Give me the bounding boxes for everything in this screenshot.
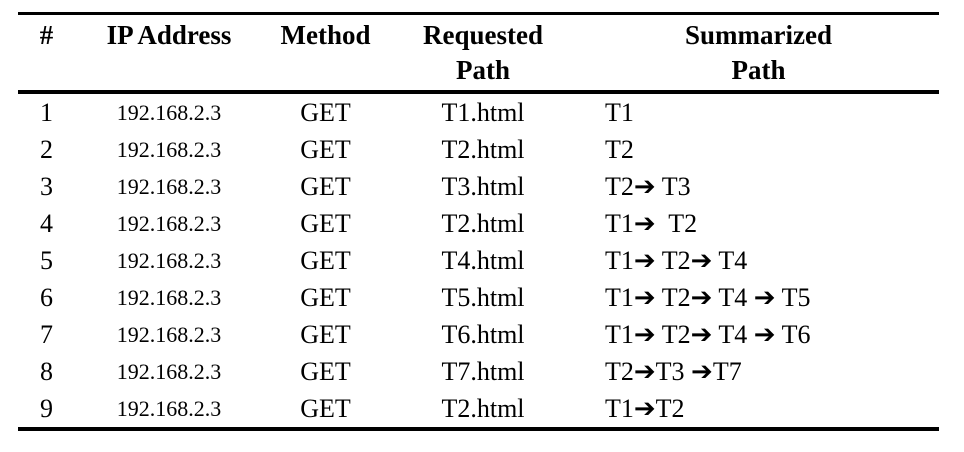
cell-row-number: 5 <box>40 246 53 275</box>
cell-method: GET <box>300 209 351 238</box>
cell-ip-address: 192.168.2.3 <box>116 396 222 421</box>
cell-ip-address: 192.168.2.3 <box>116 137 222 162</box>
cell-method: GET <box>300 357 351 386</box>
cell-ip-address: 192.168.2.3 <box>116 322 222 347</box>
header-label-summarized-path: Summarized Path <box>685 20 832 85</box>
cell-summarized-path: T1➔ T2➔ T4 ➔ T6 <box>605 320 811 349</box>
cell-requested-path: T5.html <box>441 283 525 312</box>
cell-summarized-path: T2 <box>605 135 634 164</box>
table-header-row: # IP Address Method Requested Path Summa… <box>18 13 939 94</box>
cell-requested-path: T6.html <box>441 320 525 349</box>
cell-ip-address: 192.168.2.3 <box>116 211 222 236</box>
cell-summarized-path: T1 <box>605 98 634 127</box>
cell-method: GET <box>300 394 351 423</box>
cell-ip-address: 192.168.2.3 <box>116 174 222 199</box>
table-row: 7 192.168.2.3 GET T6.html T1➔ T2➔ T4 ➔ T… <box>18 316 939 353</box>
cell-ip-address: 192.168.2.3 <box>116 359 222 384</box>
cell-row-number: 2 <box>40 135 53 164</box>
cell-requested-path: T3.html <box>441 172 525 201</box>
header-cell-number: # <box>18 13 75 94</box>
cell-requested-path: T2.html <box>441 394 525 423</box>
cell-method: GET <box>300 135 351 164</box>
cell-method: GET <box>300 172 351 201</box>
cell-ip-address: 192.168.2.3 <box>116 285 222 310</box>
cell-summarized-path: T1➔ T2➔ T4 ➔ T5 <box>605 283 811 312</box>
cell-requested-path: T4.html <box>441 246 525 275</box>
table-row: 9 192.168.2.3 GET T2.html T1➔T2 <box>18 390 939 429</box>
cell-row-number: 3 <box>40 172 53 201</box>
cell-summarized-path: T2➔ T3 <box>605 172 691 201</box>
cell-method: GET <box>300 98 351 127</box>
table-row: 4 192.168.2.3 GET T2.html T1➔ T2 <box>18 205 939 242</box>
cell-summarized-path: T1➔ T2 <box>605 209 698 238</box>
table-row: 8 192.168.2.3 GET T7.html T2➔T3 ➔T7 <box>18 353 939 390</box>
cell-row-number: 6 <box>40 283 53 312</box>
table-row: 3 192.168.2.3 GET T3.html T2➔ T3 <box>18 168 939 205</box>
table-row: 2 192.168.2.3 GET T2.html T2 <box>18 131 939 168</box>
header-label-ip-address: IP Address <box>106 20 232 50</box>
access-log-table: # IP Address Method Requested Path Summa… <box>18 12 939 431</box>
cell-requested-path: T1.html <box>441 98 525 127</box>
header-cell-requested-path: Requested Path <box>388 13 578 94</box>
table-row: 5 192.168.2.3 GET T4.html T1➔ T2➔ T4 <box>18 242 939 279</box>
cell-row-number: 7 <box>40 320 53 349</box>
cell-requested-path: T2.html <box>441 135 525 164</box>
header-cell-summarized-path: Summarized Path <box>578 13 939 94</box>
cell-summarized-path: T1➔ T2➔ T4 <box>605 246 748 275</box>
cell-row-number: 1 <box>40 98 53 127</box>
cell-ip-address: 192.168.2.3 <box>116 248 222 273</box>
header-cell-ip-address: IP Address <box>75 13 263 94</box>
cell-summarized-path: T2➔T3 ➔T7 <box>605 357 742 386</box>
cell-method: GET <box>300 283 351 312</box>
table-row: 1 192.168.2.3 GET T1.html T1 <box>18 92 939 131</box>
cell-summarized-path: T1➔T2 <box>605 394 685 423</box>
access-log-table-container: # IP Address Method Requested Path Summa… <box>18 12 939 431</box>
cell-requested-path: T2.html <box>441 209 525 238</box>
header-cell-method: Method <box>263 13 388 94</box>
cell-requested-path: T7.html <box>441 357 525 386</box>
header-label-requested-path: Requested Path <box>423 20 543 85</box>
cell-row-number: 9 <box>40 394 53 423</box>
cell-method: GET <box>300 320 351 349</box>
header-label-number: # <box>39 20 54 50</box>
cell-row-number: 8 <box>40 357 53 386</box>
header-label-method: Method <box>280 20 371 50</box>
cell-method: GET <box>300 246 351 275</box>
table-row: 6 192.168.2.3 GET T5.html T1➔ T2➔ T4 ➔ T… <box>18 279 939 316</box>
cell-row-number: 4 <box>40 209 53 238</box>
cell-ip-address: 192.168.2.3 <box>116 100 222 125</box>
